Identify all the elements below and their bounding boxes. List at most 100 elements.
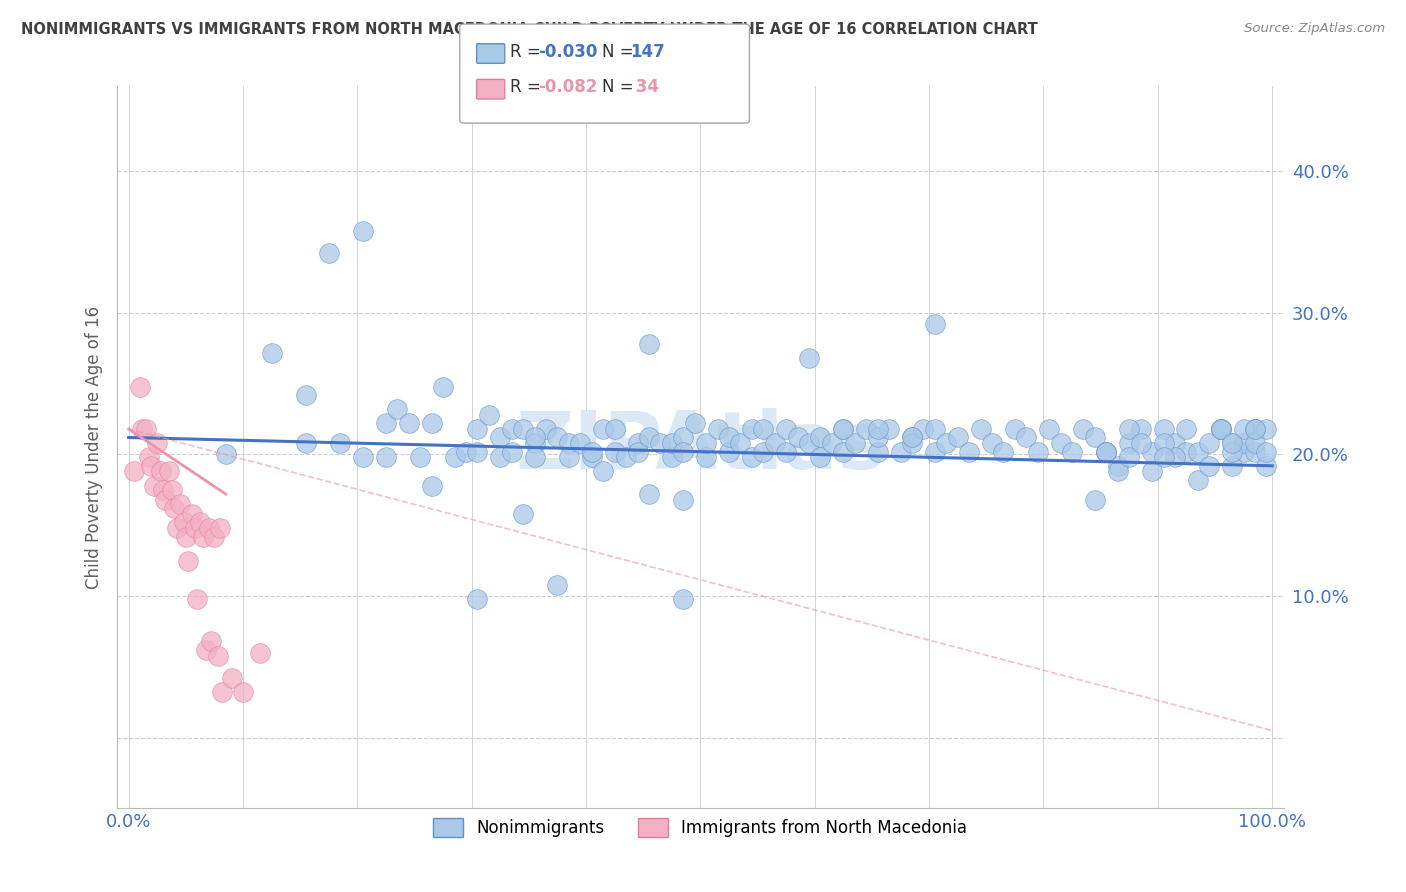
Point — [454, 444, 477, 458]
Point — [160, 483, 183, 497]
Point — [191, 530, 214, 544]
Point — [221, 671, 243, 685]
Point — [752, 422, 775, 436]
Point — [523, 450, 546, 465]
Point — [420, 478, 443, 492]
Point — [672, 591, 695, 606]
Point — [1107, 458, 1129, 473]
Point — [489, 430, 512, 444]
Point — [173, 516, 195, 530]
Point — [1220, 458, 1243, 473]
Point — [1107, 465, 1129, 479]
Point — [398, 417, 420, 431]
Point — [1153, 436, 1175, 450]
Point — [706, 422, 728, 436]
Point — [924, 317, 946, 331]
Point — [249, 646, 271, 660]
Point — [775, 422, 797, 436]
Point — [1198, 458, 1220, 473]
Point — [935, 436, 957, 450]
Point — [832, 422, 855, 436]
Point — [763, 436, 786, 450]
Point — [981, 436, 1004, 450]
Point — [209, 521, 232, 535]
Point — [1244, 422, 1267, 436]
Point — [295, 436, 318, 450]
Point — [661, 436, 683, 450]
Point — [581, 444, 603, 458]
Point — [626, 444, 648, 458]
Point — [352, 224, 374, 238]
Point — [1118, 422, 1140, 436]
Point — [1164, 436, 1187, 450]
Point — [169, 497, 191, 511]
Point — [1038, 422, 1060, 436]
Text: N =: N = — [602, 78, 638, 96]
Point — [195, 643, 218, 657]
Point — [1084, 492, 1107, 507]
Point — [1073, 422, 1095, 436]
Point — [131, 422, 153, 436]
Point — [558, 450, 581, 465]
Point — [969, 422, 991, 436]
Point — [1118, 436, 1140, 450]
Text: -0.082: -0.082 — [538, 78, 598, 96]
Point — [1175, 422, 1198, 436]
Point — [844, 436, 866, 450]
Point — [432, 379, 454, 393]
Point — [797, 351, 820, 366]
Point — [1209, 422, 1232, 436]
Point — [855, 422, 877, 436]
Point — [374, 417, 396, 431]
Point — [166, 521, 188, 535]
Point — [957, 444, 980, 458]
Point — [866, 422, 889, 436]
Point — [1256, 458, 1278, 473]
Point — [786, 430, 808, 444]
Point — [1140, 465, 1163, 479]
Point — [1198, 436, 1220, 450]
Point — [329, 436, 352, 450]
Point — [1095, 444, 1118, 458]
Point — [188, 516, 211, 530]
Point — [1015, 430, 1038, 444]
Point — [810, 430, 832, 444]
Y-axis label: Child Poverty Under the Age of 16: Child Poverty Under the Age of 16 — [86, 306, 103, 589]
Point — [1140, 444, 1163, 458]
Point — [558, 436, 581, 450]
Point — [1244, 444, 1267, 458]
Point — [157, 465, 180, 479]
Point — [534, 422, 557, 436]
Point — [523, 430, 546, 444]
Point — [821, 436, 844, 450]
Point — [177, 554, 200, 568]
Point — [581, 450, 603, 465]
Point — [512, 422, 534, 436]
Point — [211, 685, 233, 699]
Point — [374, 450, 396, 465]
Point — [832, 422, 855, 436]
Point — [775, 444, 797, 458]
Text: R =: R = — [510, 78, 547, 96]
Point — [1129, 422, 1152, 436]
Point — [797, 436, 820, 450]
Point — [717, 430, 740, 444]
Point — [467, 422, 489, 436]
Point — [149, 465, 172, 479]
Point — [318, 246, 340, 260]
Text: N =: N = — [602, 43, 638, 61]
Point — [409, 450, 432, 465]
Point — [672, 430, 695, 444]
Point — [924, 444, 946, 458]
Point — [1209, 422, 1232, 436]
Point — [232, 685, 254, 699]
Point — [1244, 436, 1267, 450]
Point — [135, 422, 157, 436]
Point — [901, 430, 924, 444]
Point — [650, 436, 672, 450]
Point — [295, 388, 318, 402]
Point — [946, 430, 969, 444]
Point — [1153, 422, 1175, 436]
Point — [810, 450, 832, 465]
Point — [546, 430, 568, 444]
